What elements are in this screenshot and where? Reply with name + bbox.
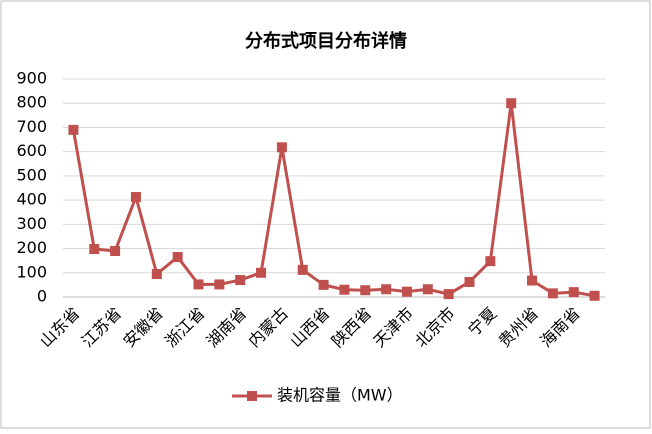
marker xyxy=(360,285,371,296)
marker xyxy=(172,252,183,263)
y-tick-label: 800 xyxy=(16,93,47,112)
y-tick-label: 500 xyxy=(16,165,47,184)
legend-marker xyxy=(247,391,257,401)
y-tick-label: 900 xyxy=(16,69,47,88)
legend-label: 装机容量（MW） xyxy=(277,386,403,405)
y-tick-label: 400 xyxy=(16,190,47,209)
y-tick-label: 200 xyxy=(16,238,47,257)
marker xyxy=(485,256,496,267)
y-tick-label: 0 xyxy=(37,287,47,306)
marker xyxy=(151,268,162,279)
marker xyxy=(422,284,433,295)
marker xyxy=(89,244,100,255)
marker xyxy=(381,284,392,295)
marker xyxy=(130,191,141,202)
marker xyxy=(235,275,246,286)
marker xyxy=(68,124,79,135)
marker xyxy=(464,276,475,287)
marker xyxy=(297,264,308,275)
marker xyxy=(401,286,412,297)
y-tick-label: 100 xyxy=(16,262,47,281)
y-tick-label: 300 xyxy=(16,214,47,233)
marker xyxy=(589,290,600,301)
marker xyxy=(339,284,350,295)
chart-title: 分布式项目分布详情 xyxy=(245,30,407,52)
marker xyxy=(318,279,329,290)
marker xyxy=(547,288,558,299)
marker xyxy=(568,287,579,298)
marker xyxy=(276,142,287,153)
marker xyxy=(443,289,454,300)
marker xyxy=(193,279,204,290)
y-tick-label: 700 xyxy=(16,117,47,136)
marker xyxy=(214,279,225,290)
marker xyxy=(110,245,121,256)
marker xyxy=(527,275,538,286)
marker xyxy=(256,267,267,278)
marker xyxy=(506,98,517,109)
y-tick-label: 600 xyxy=(16,141,47,160)
